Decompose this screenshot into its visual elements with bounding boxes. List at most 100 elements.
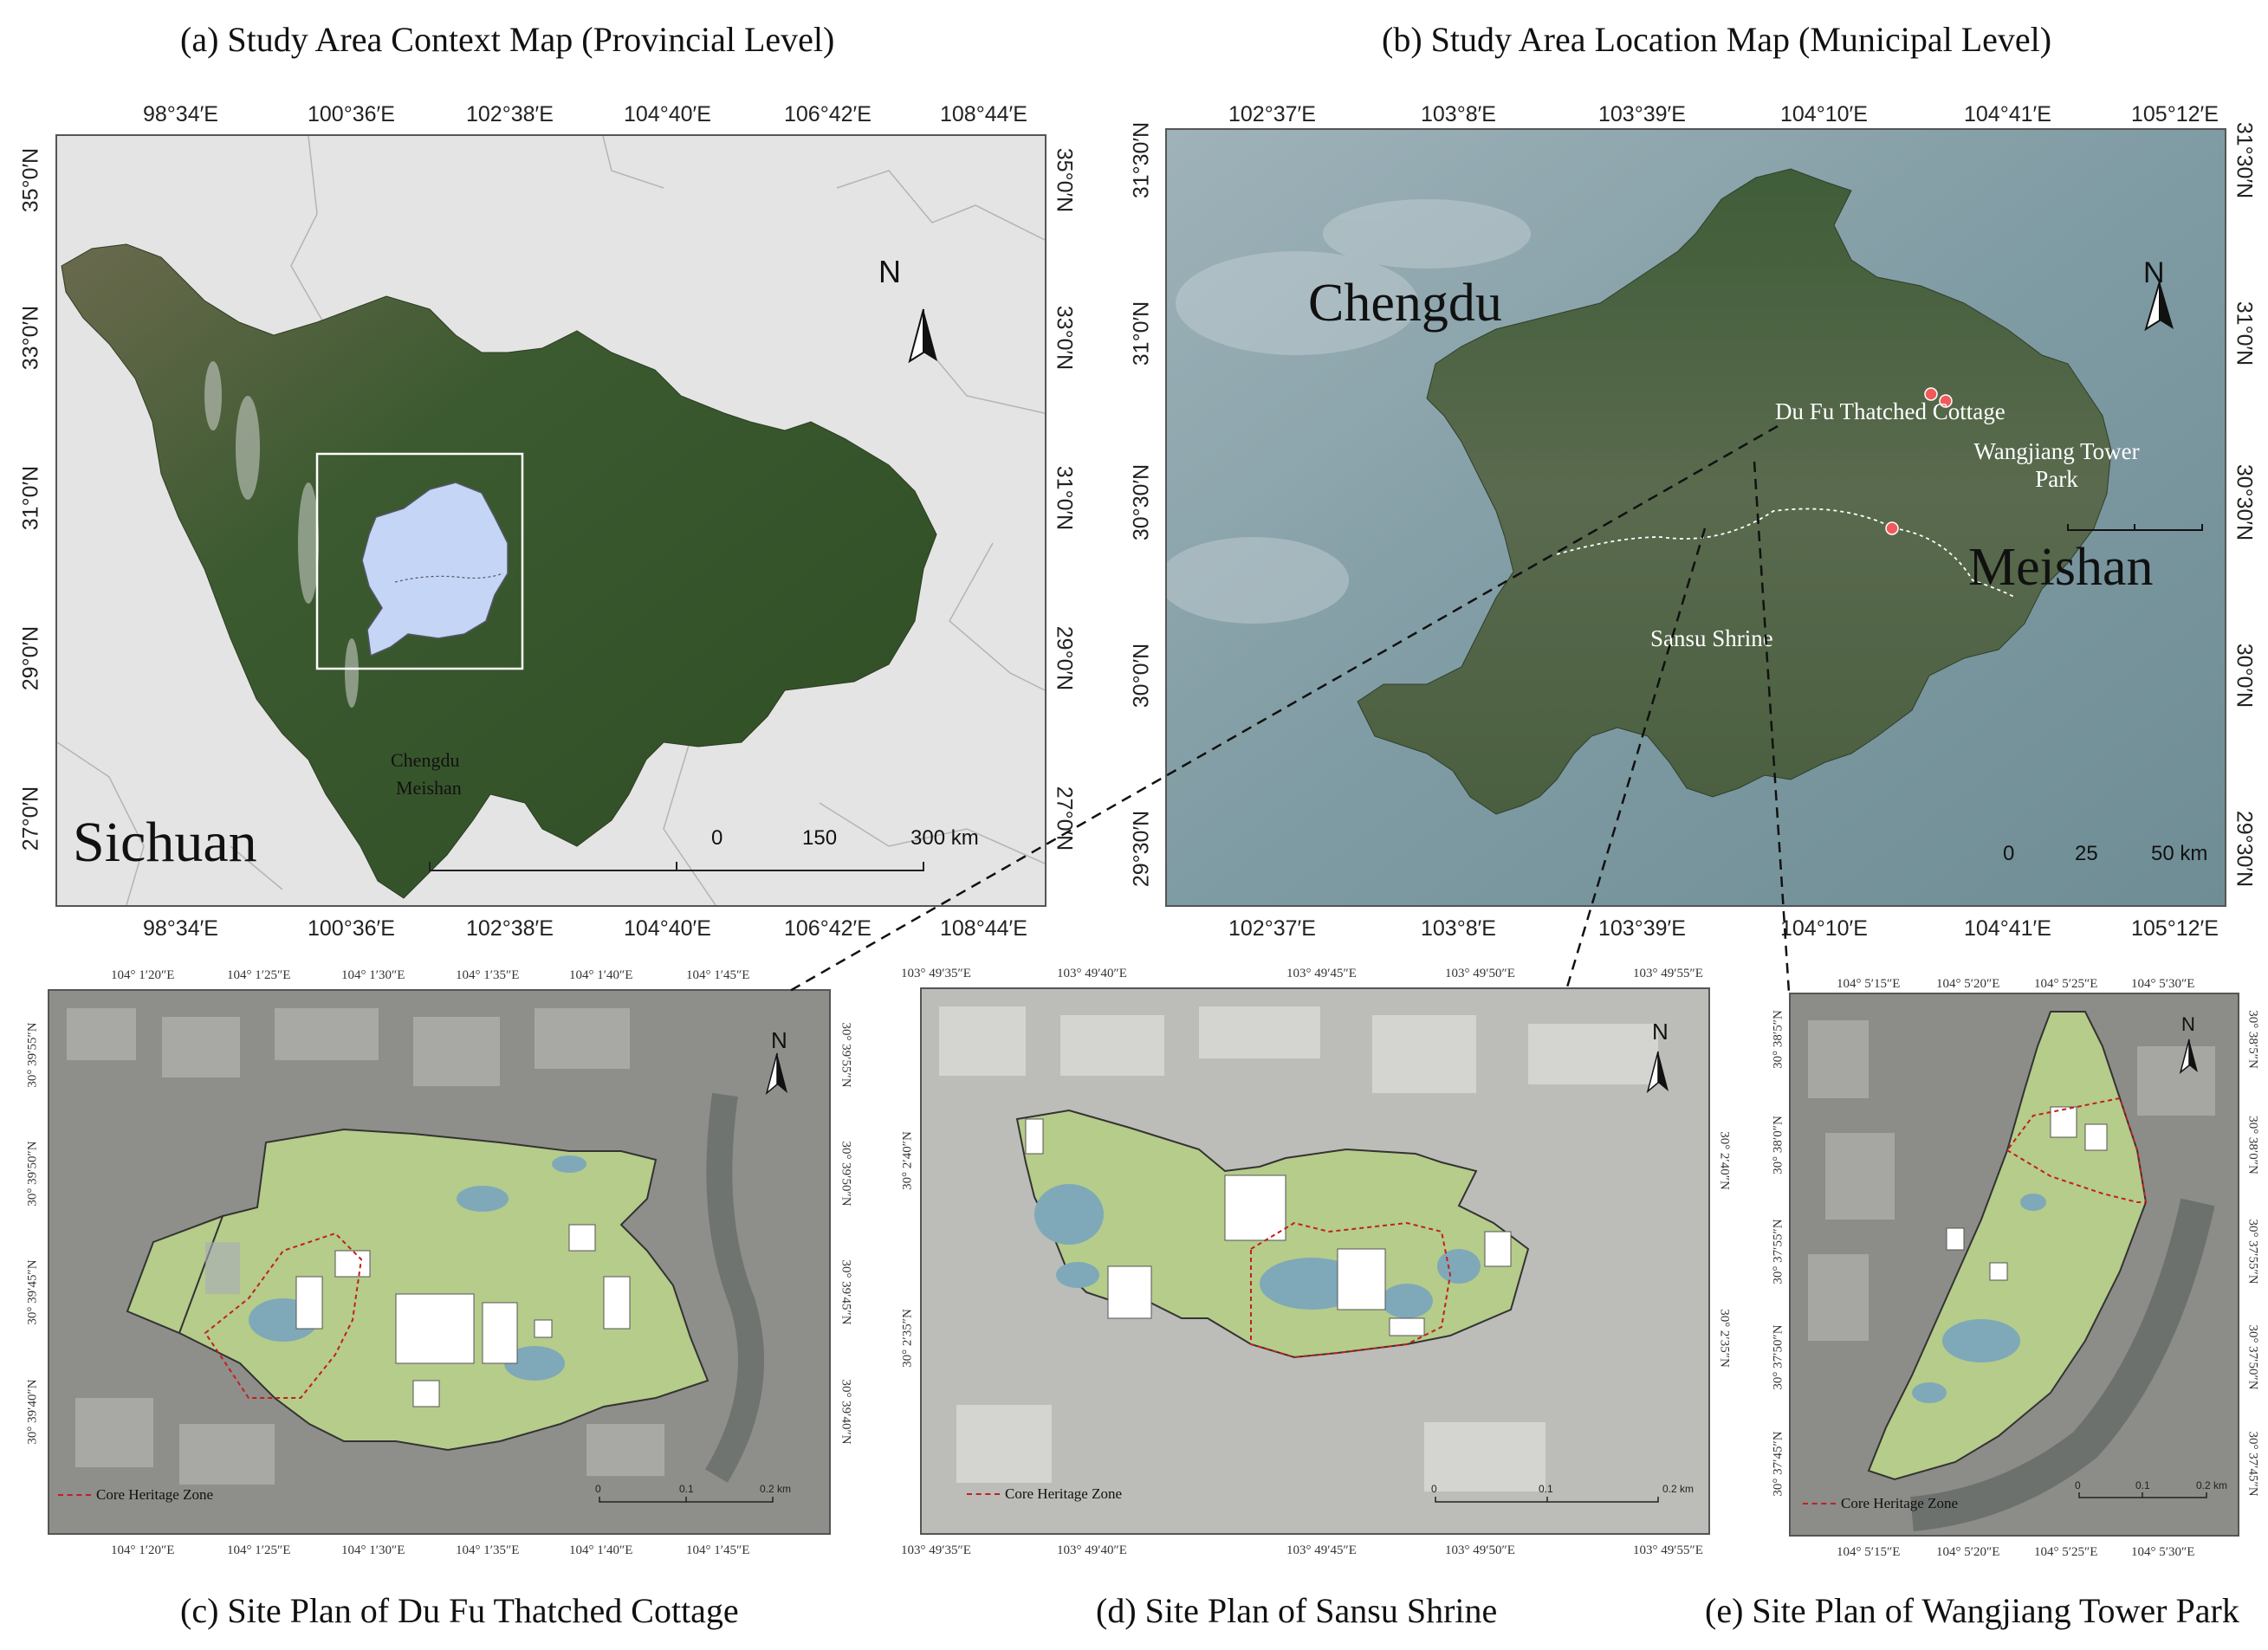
e-lon-tick: 104° 5′15″E: [1837, 1545, 1901, 1559]
a-lat-tick: 33°0′N: [18, 305, 43, 371]
e-lon-tick: 104° 5′30″E: [2131, 1545, 2195, 1559]
legend-e: Core Heritage Zone: [1803, 1495, 1958, 1512]
scale-bar-d: [1435, 1497, 1659, 1503]
e-lat-tick: 30° 38′0″N: [2245, 1116, 2260, 1174]
core-heritage-zone-c: [204, 1232, 363, 1399]
b-lon-tick: 103°39′E: [1598, 916, 1686, 941]
panel-e-title: (e) Site Plan of Wangjiang Tower Park: [1705, 1591, 2239, 1630]
a-lon-tick: 102°38′E: [466, 102, 554, 126]
label-meishan-b: Meishan: [1968, 538, 2154, 597]
legend-dash-icon: [967, 1493, 1000, 1495]
water-features: [249, 1155, 586, 1381]
panel-d-title: (d) Site Plan of Sansu Shrine: [1096, 1591, 1498, 1630]
a-lon-tick: 98°34′E: [143, 102, 218, 126]
site-plan-d-svg: [922, 989, 1708, 1533]
b-lon-tick: 104°10′E: [1780, 102, 1868, 126]
b-lat-tick: 31°30′N: [2232, 121, 2257, 199]
b-lat-tick: 30°30′N: [2232, 463, 2257, 541]
e-lat-tick: 30° 37′50″N: [1771, 1324, 1785, 1390]
a-lat-tick: 29°0′N: [18, 625, 43, 691]
annex-building: [205, 1242, 240, 1294]
scale-label: 0: [595, 1483, 601, 1495]
b-lon-tick: 105°12′E: [2131, 102, 2219, 126]
e-lon-tick: 104° 5′20″E: [1936, 977, 2000, 991]
core-heritage-zone-e: [2006, 1097, 2148, 1203]
b-lon-tick: 103°8′E: [1421, 916, 1496, 941]
a-lon-tick: 106°42′E: [784, 102, 872, 126]
b-lon-tick: 102°37′E: [1228, 102, 1316, 126]
provincial-map-svg: [57, 136, 1045, 905]
legend-dash-icon: [58, 1494, 91, 1496]
legend-dash-icon: [1803, 1503, 1836, 1504]
c-lon-tick: 104° 1′20″E: [111, 968, 175, 982]
river: [1910, 1198, 2215, 1531]
c-lat-tick: 30° 39′55″N: [25, 1022, 40, 1088]
b-lat-tick: 29°30′N: [2232, 810, 2257, 888]
label-du-fu-cottage: Du Fu Thatched Cottage: [1775, 398, 2006, 424]
e-lat-tick: 30° 37′50″N: [2245, 1324, 2260, 1390]
c-lon-tick: 104° 1′40″E: [569, 968, 633, 982]
d-lon-tick: 103° 49′55″E: [1633, 967, 1703, 980]
d-lat-tick: 30° 2′35″N: [1717, 1309, 1732, 1368]
scale-bar-c: [599, 1497, 774, 1503]
a-lon-tick: 100°36′E: [308, 916, 395, 941]
legend-label: Core Heritage Zone: [1841, 1495, 1958, 1511]
site-plan-e-frame: N Core Heritage Zone 0 0.1 0.2 km: [1789, 993, 2239, 1537]
marker-wangjiang: [1939, 394, 1953, 408]
d-lon-tick: 103° 49′55″E: [1633, 1543, 1703, 1557]
e-lon-tick: 104° 5′20″E: [1936, 1545, 2000, 1559]
north-label-a: N: [878, 254, 901, 289]
label-meishan-a: Meishan: [396, 777, 462, 799]
north-label-d: N: [1652, 1019, 1669, 1045]
scale-label: 0.1: [2135, 1479, 2150, 1491]
d-lon-tick: 103° 49′50″E: [1445, 1543, 1515, 1557]
river: [705, 1092, 764, 1483]
label-wangjiang: Wangjiang Tower Park: [1973, 438, 2140, 493]
a-lat-tick: 31°0′N: [18, 465, 43, 531]
study-area-box: [315, 452, 524, 670]
a-lon-tick: 106°42′E: [784, 916, 872, 941]
scale-label: 0.2 km: [1662, 1483, 1695, 1495]
legend-label: Core Heritage Zone: [96, 1486, 213, 1503]
c-lat-tick: 30° 39′55″N: [839, 1022, 853, 1088]
scale-label: 150: [802, 826, 838, 850]
urban-blocks: [67, 1008, 664, 1485]
b-lat-tick: 30°0′N: [1129, 643, 1154, 709]
b-lon-tick: 104°10′E: [1780, 916, 1868, 941]
scale-label: 300 km: [910, 826, 979, 850]
site-plan-c-frame: N Core Heritage Zone 0 0.1 0.2 km: [48, 989, 831, 1535]
e-lon-tick: 104° 5′15″E: [1837, 977, 1901, 991]
site-buildings: [295, 1224, 631, 1407]
scale-label: 50 km: [2151, 842, 2208, 865]
site-plan-d-frame: N Core Heritage Zone 0 0.1 0.2 km: [920, 987, 1710, 1535]
label-sichuan: Sichuan: [73, 811, 257, 874]
panel-c-title: (c) Site Plan of Du Fu Thatched Cottage: [180, 1591, 739, 1630]
c-lon-tick: 104° 1′30″E: [341, 1543, 405, 1557]
c-lon-tick: 104° 1′25″E: [227, 1543, 291, 1557]
a-lon-tick: 104°40′E: [624, 102, 711, 126]
d-lon-tick: 103° 49′35″E: [901, 967, 971, 980]
scale-bar-a: [429, 862, 924, 871]
scale-label: 0.1: [679, 1483, 694, 1495]
c-lon-tick: 104° 1′25″E: [227, 968, 291, 982]
b-lon-tick: 103°8′E: [1421, 102, 1496, 126]
c-lat-tick: 30° 39′50″N: [25, 1141, 40, 1207]
d-lon-tick: 103° 49′50″E: [1445, 967, 1515, 980]
c-lat-tick: 30° 39′45″N: [25, 1259, 40, 1325]
a-lat-tick: 29°0′N: [1052, 625, 1077, 691]
e-lat-tick: 30° 38′5″N: [2245, 1010, 2260, 1069]
a-lat-tick: 35°0′N: [18, 147, 43, 213]
c-lat-tick: 30° 39′40″N: [839, 1379, 853, 1445]
a-lat-tick: 33°0′N: [1052, 305, 1077, 371]
e-lat-tick: 30° 37′55″N: [1771, 1219, 1785, 1284]
north-label-b: N: [2143, 256, 2165, 289]
scale-label: 0: [2003, 842, 2015, 865]
a-lat-tick: 27°0′N: [1052, 786, 1077, 851]
scale-bar-e: [2078, 1492, 2207, 1498]
c-lon-tick: 104° 1′45″E: [686, 968, 750, 982]
panel-b-title: (b) Study Area Location Map (Municipal L…: [1382, 20, 2052, 59]
north-label-e: N: [2181, 1013, 2195, 1035]
marker-sansu: [1885, 521, 1899, 535]
scale-label: 0.2 km: [760, 1483, 792, 1495]
e-lon-tick: 104° 5′30″E: [2131, 977, 2195, 991]
